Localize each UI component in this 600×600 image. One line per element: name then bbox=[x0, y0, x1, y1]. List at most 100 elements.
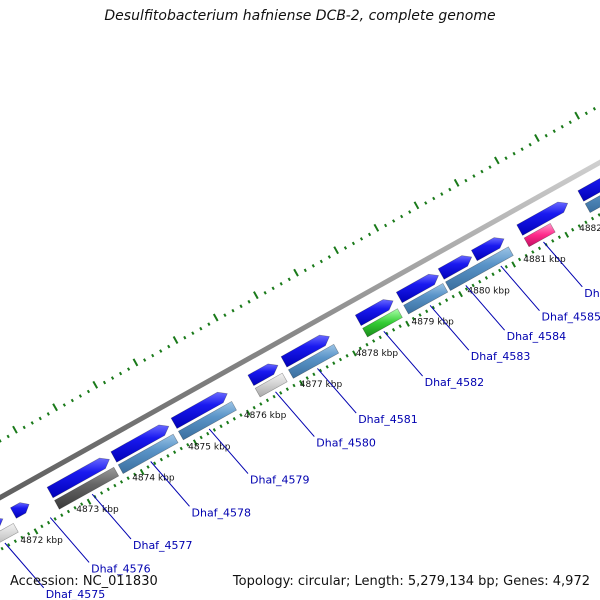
inner-tick bbox=[478, 279, 482, 284]
outer-tick bbox=[22, 425, 26, 430]
inner-tick bbox=[391, 328, 396, 332]
coordinate-label: 4881 kbp bbox=[523, 255, 566, 265]
inner-tick bbox=[398, 324, 402, 328]
outer-tick bbox=[392, 219, 396, 223]
gene-feature bbox=[445, 246, 514, 292]
outer-tick bbox=[86, 389, 91, 394]
outer-tick bbox=[480, 169, 484, 174]
inner-tick bbox=[451, 294, 455, 299]
outer-tick bbox=[494, 156, 500, 165]
topology-text: Topology: circular; Length: 5,279,134 bp… bbox=[232, 574, 590, 589]
inner-tick bbox=[537, 246, 542, 251]
outer-tick bbox=[333, 246, 339, 255]
outer-tick bbox=[223, 313, 227, 317]
inner-tick bbox=[511, 261, 516, 268]
outer-tick bbox=[408, 210, 412, 214]
inner-tick bbox=[66, 509, 71, 514]
outer-tick bbox=[373, 223, 380, 232]
inner-tick bbox=[531, 250, 535, 254]
inner-tick bbox=[0, 546, 4, 551]
inner-tick bbox=[179, 446, 183, 451]
gene-feature bbox=[470, 237, 505, 262]
outer-tick bbox=[552, 129, 556, 133]
gene-label: Dhaf_4576 bbox=[91, 562, 151, 575]
outer-tick bbox=[359, 237, 364, 241]
inner-tick bbox=[557, 235, 561, 239]
inner-tick bbox=[252, 405, 256, 410]
gene-leader-line bbox=[150, 461, 190, 507]
inner-tick bbox=[385, 331, 389, 336]
map-title: Desulfitobacterium hafniense DCB-2, comp… bbox=[104, 8, 496, 24]
inner-tick bbox=[425, 309, 429, 314]
outer-tick bbox=[592, 107, 596, 111]
gene-feature bbox=[362, 308, 403, 338]
coordinate-label: 4876 kbp bbox=[244, 411, 287, 421]
inner-tick bbox=[338, 357, 343, 362]
gene-label: Dhaf_4578 bbox=[192, 506, 252, 519]
inner-tick bbox=[173, 450, 177, 454]
inner-tick bbox=[126, 476, 130, 480]
outer-tick bbox=[132, 358, 139, 367]
outer-tick bbox=[311, 264, 315, 268]
inner-tick bbox=[498, 268, 502, 273]
inner-tick bbox=[372, 339, 376, 343]
inner-tick-ring bbox=[0, 213, 600, 551]
coordinate-label: 4879 kbp bbox=[411, 318, 454, 328]
inner-tick bbox=[491, 272, 495, 277]
inner-tick bbox=[299, 380, 304, 387]
gene-leader-line bbox=[49, 517, 90, 563]
inner-tick bbox=[40, 524, 44, 529]
outer-tick bbox=[584, 111, 588, 116]
outer-tick bbox=[544, 133, 548, 138]
outer-tick bbox=[574, 111, 580, 120]
inner-tick bbox=[232, 417, 236, 421]
outer-tick bbox=[231, 308, 235, 313]
inner-tick bbox=[86, 498, 92, 505]
gene-labels: Dhaf_4575 Dhaf_4576 Dhaf_4577 Dhaf_4578 Dhaf… bbox=[4, 241, 600, 600]
outer-tick bbox=[239, 304, 243, 309]
inner-tick bbox=[259, 402, 263, 406]
outer-tick bbox=[159, 349, 163, 353]
inner-tick bbox=[33, 528, 39, 535]
outer-tick bbox=[263, 291, 267, 295]
gene-feature bbox=[117, 433, 179, 475]
outer-tick bbox=[453, 178, 460, 187]
inner-tick bbox=[438, 302, 442, 306]
outer-tick bbox=[440, 192, 444, 196]
coordinate-label: 4875 kbp bbox=[188, 442, 231, 452]
gene-leader-line bbox=[91, 493, 132, 540]
outer-tick bbox=[488, 165, 492, 169]
outer-tick bbox=[343, 246, 348, 250]
gene-label: Dhaf_4577 bbox=[133, 539, 193, 552]
outer-tick bbox=[78, 394, 82, 398]
outer-tick bbox=[413, 201, 420, 210]
outer-tick bbox=[127, 367, 131, 371]
gene-feature bbox=[523, 222, 556, 248]
inner-tick bbox=[584, 220, 588, 225]
outer-tick bbox=[448, 187, 452, 192]
inner-tick bbox=[226, 420, 230, 425]
outer-tick bbox=[62, 403, 66, 407]
gene-label: Dhaf_4584 bbox=[507, 330, 567, 343]
inner-tick bbox=[325, 365, 329, 369]
gene-feature bbox=[46, 457, 110, 499]
inner-tick bbox=[358, 346, 362, 351]
gene-label: Dhaf_4583 bbox=[471, 350, 531, 363]
outer-tick bbox=[143, 358, 147, 362]
outer-tick bbox=[293, 268, 299, 277]
outer-tick bbox=[303, 268, 307, 273]
outer-tick bbox=[560, 124, 564, 129]
inner-tick bbox=[524, 253, 528, 258]
outer-tick bbox=[46, 412, 50, 416]
outer-tick bbox=[504, 156, 508, 160]
outer-tick bbox=[92, 380, 99, 389]
inner-tick bbox=[146, 465, 150, 469]
inner-tick bbox=[484, 276, 488, 280]
inner-tick bbox=[411, 316, 416, 321]
gene-feature bbox=[177, 400, 237, 441]
inner-tick bbox=[46, 520, 51, 525]
outer-tick bbox=[432, 196, 436, 201]
gene-label: Dhaf_4575 bbox=[46, 588, 106, 600]
inner-tick bbox=[60, 513, 64, 517]
